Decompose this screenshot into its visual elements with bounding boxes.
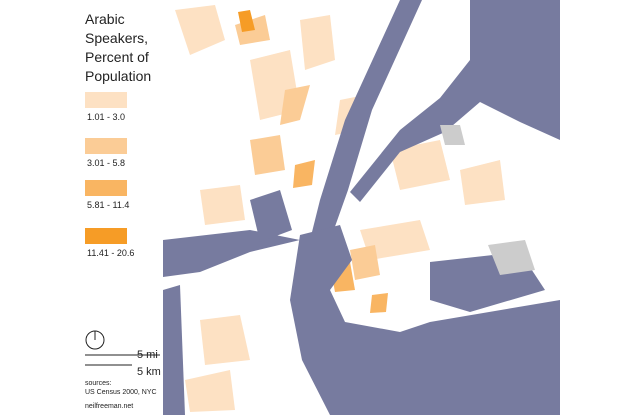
legend-swatch <box>85 228 127 244</box>
sources-credit: neilfreeman.net <box>85 403 134 410</box>
sources-heading: sources: <box>85 380 112 387</box>
water <box>163 0 560 415</box>
scale-mi: 5 mi <box>137 349 158 361</box>
legend-swatch <box>85 138 127 154</box>
legend-label: 3.01 - 5.8 <box>87 158 126 168</box>
scale-km: 5 km <box>137 366 161 378</box>
legend-label: 11.41 - 20.6 <box>87 248 135 258</box>
tracts <box>175 5 505 412</box>
parks <box>440 125 535 275</box>
map-title: Arabic Speakers, Percent of Population <box>85 11 152 84</box>
legend-label: 1.01 - 3.0 <box>87 112 126 122</box>
tract-top <box>238 10 255 32</box>
sources-census: US Census 2000, NYC <box>85 389 157 396</box>
legend-swatch <box>85 92 127 108</box>
legend-swatch <box>85 180 127 196</box>
legend-label: 5.81 - 11.4 <box>87 200 130 210</box>
